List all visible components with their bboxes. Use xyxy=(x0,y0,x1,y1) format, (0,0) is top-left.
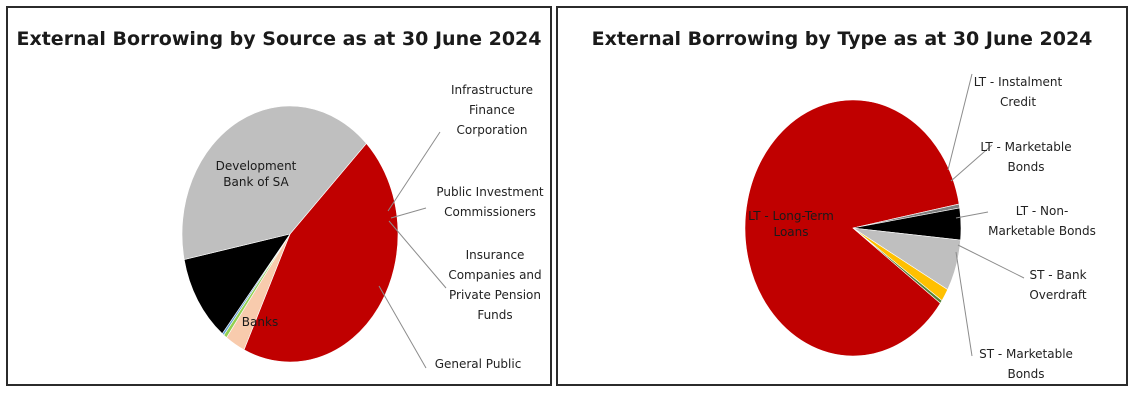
slice-label-general-public: General Public xyxy=(435,357,522,371)
slice-label-public-investment-commissioners: Public Investment Commissioners xyxy=(436,185,544,219)
leader-line-infrastructure-finance-corporation xyxy=(387,131,441,212)
pie-chart-by-source: Development Bank of SA Banks Infrastructure… xyxy=(181,83,544,371)
leader-line-lt-non-marketable-bonds xyxy=(955,211,989,219)
slice-label-st-marketable-bonds: ST - Marketable Bonds xyxy=(979,347,1073,381)
leader-line-st-marketable-bonds xyxy=(955,251,973,357)
slice-label-insurance-companies-and-private-pension-funds: Insurance Companies and Private Pension Fun… xyxy=(448,248,541,322)
slice-label-st-bank-overdraft: ST - Bank Overdraft xyxy=(1029,268,1087,302)
pie-slice-lt-long-term-loans xyxy=(744,99,960,357)
chart-panel-by-source: External Borrowing by Source as at 30 Ju… xyxy=(6,6,552,386)
chart-title-by-type: External Borrowing by Type as at 30 June… xyxy=(591,28,1093,50)
pie-slice-banks xyxy=(181,105,367,260)
pie-slice-general-public xyxy=(183,233,291,335)
slice-label-infrastructure-finance-corporation: Infrastructure Finance Corporation xyxy=(451,83,533,137)
leader-line-general-public xyxy=(378,285,427,369)
slice-label-lt-long-term-loans: LT - Long-Term Loans xyxy=(748,209,834,239)
pie-slice-st-marketable-bonds xyxy=(852,227,943,304)
leader-line-lt-marketable-bonds xyxy=(950,144,993,182)
leader-line-st-bank-overdraft xyxy=(957,244,1025,279)
chart-panel-by-type: External Borrowing by Type as at 30 June… xyxy=(556,6,1128,386)
slice-label-lt-marketable-bonds: LT - Marketable Bonds xyxy=(980,140,1071,174)
slice-label-lt-instalment-credit: LT - Instalment Credit xyxy=(974,75,1063,109)
slice-label-development-bank-of-sa: Development Bank of SA xyxy=(216,159,297,189)
slice-label-banks: Banks xyxy=(242,315,278,329)
leader-line-lt-instalment-credit xyxy=(947,73,973,171)
pie-slice-development-bank-of-sa xyxy=(243,143,399,363)
pie-chart-by-type: LT - Long-Term Loans LT - Instalment Credit… xyxy=(744,73,1096,381)
leader-line-insurance-companies-and-private-pension-funds xyxy=(388,220,447,289)
slice-label-lt-non-marketable-bonds: LT - Non-Marketable Bonds xyxy=(988,204,1096,238)
leader-line-public-investment-commissioners xyxy=(390,207,427,219)
chart-title-by-source: External Borrowing by Source as at 30 Ju… xyxy=(16,28,542,50)
